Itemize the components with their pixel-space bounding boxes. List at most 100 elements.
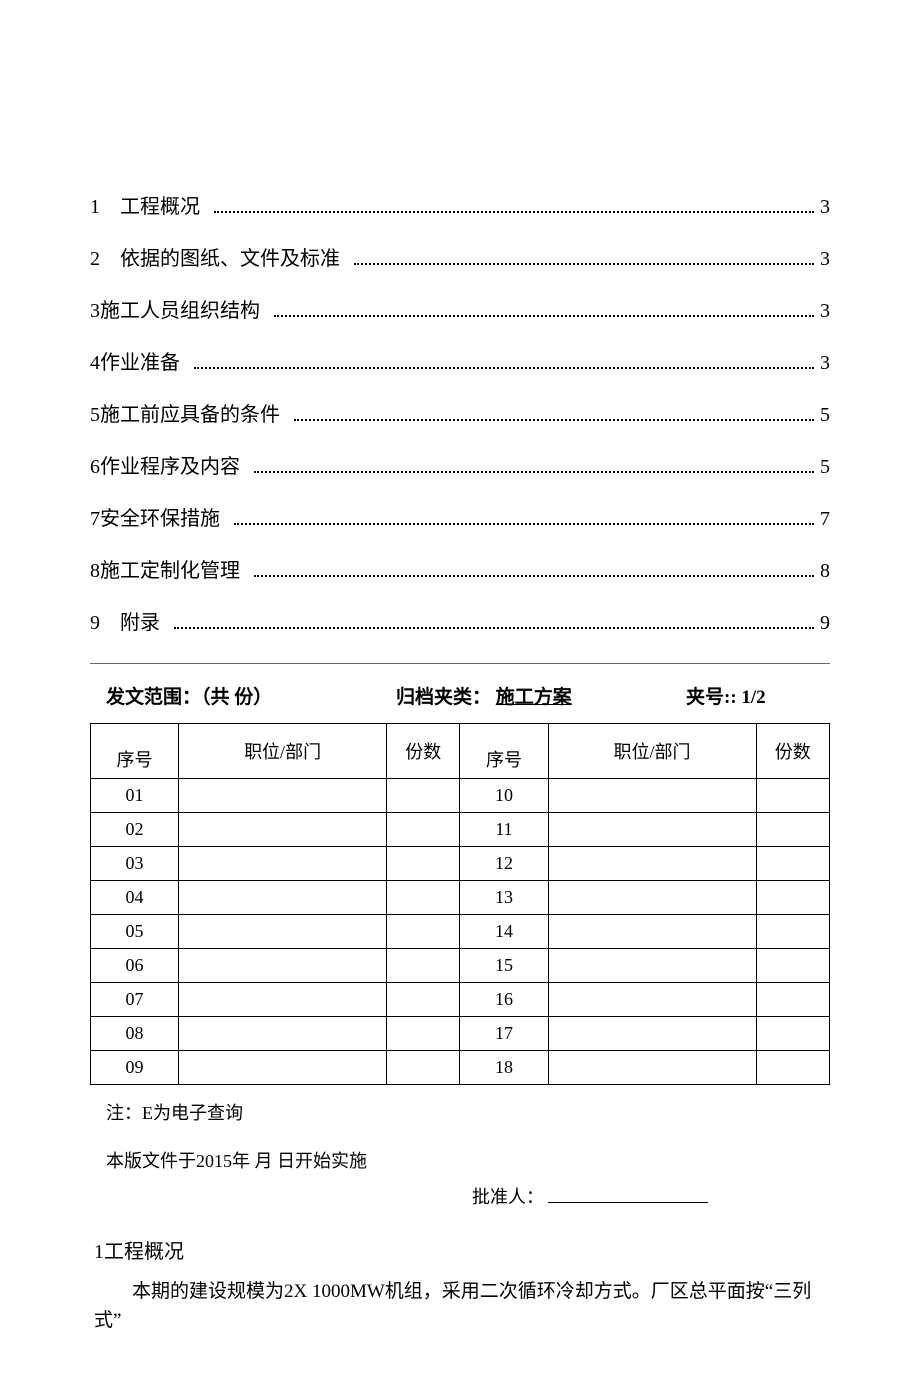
- toc-page-number: 5: [820, 455, 830, 479]
- cell-copies: [756, 881, 829, 915]
- scope-label: 发文范围：（共 份）: [106, 682, 396, 709]
- cell-dept: [548, 949, 756, 983]
- cell-dept: [179, 949, 387, 983]
- toc-entry: 4作业准备 3: [90, 351, 830, 375]
- toc-page-number: 3: [820, 195, 830, 219]
- cell-dept: [548, 881, 756, 915]
- cell-dept: [548, 813, 756, 847]
- cell-seq: 16: [460, 983, 548, 1017]
- divider: [90, 663, 830, 664]
- toc-entry: 5施工前应具备的条件 5: [90, 403, 830, 427]
- cell-copies: [756, 915, 829, 949]
- toc-leader-dots: [194, 367, 814, 369]
- table-row: 04 13: [91, 881, 830, 915]
- toc-label: 5施工前应具备的条件: [90, 403, 280, 427]
- toc-page-number: 3: [820, 299, 830, 323]
- cell-seq: 11: [460, 813, 548, 847]
- toc-entry: 8施工定制化管理 8: [90, 559, 830, 583]
- document-page: 1 工程概况32 依据的图纸、文件及标准33施工人员组织结构34作业准备35施工…: [0, 0, 920, 1375]
- toc-leader-dots: [234, 523, 814, 525]
- toc-leader-dots: [294, 419, 814, 421]
- toc-label: 2 依据的图纸、文件及标准: [90, 247, 340, 271]
- cell-dept: [179, 983, 387, 1017]
- toc-leader-dots: [254, 575, 814, 577]
- cell-seq: 04: [91, 881, 179, 915]
- col-dept-left: 职位/部门: [179, 724, 387, 779]
- table-row: 06 15: [91, 949, 830, 983]
- col-seq-left: 序号: [91, 724, 179, 779]
- cell-dept: [548, 779, 756, 813]
- toc-leader-dots: [354, 263, 814, 265]
- toc-page-number: 5: [820, 403, 830, 427]
- cell-seq: 06: [91, 949, 179, 983]
- cell-copies: [387, 915, 460, 949]
- cell-copies: [387, 1017, 460, 1051]
- toc-leader-dots: [274, 315, 814, 317]
- distribution-meta: 发文范围：（共 份） 归档夹类： 施工方案 夹号:: 1/2: [90, 682, 830, 723]
- cell-dept: [548, 1051, 756, 1085]
- cell-seq: 03: [91, 847, 179, 881]
- cell-copies: [387, 949, 460, 983]
- cell-copies: [387, 779, 460, 813]
- toc-label: 9 附录: [90, 611, 160, 635]
- toc-page-number: 8: [820, 559, 830, 583]
- cell-dept: [179, 915, 387, 949]
- implementation-date: 本版文件于2015年 月 日开始实施: [90, 1125, 830, 1173]
- table-row: 09 18: [91, 1051, 830, 1085]
- cell-seq: 08: [91, 1017, 179, 1051]
- cell-dept: [548, 847, 756, 881]
- cell-copies: [756, 847, 829, 881]
- cell-dept: [179, 813, 387, 847]
- col-dept-right: 职位/部门: [548, 724, 756, 779]
- cell-copies: [756, 949, 829, 983]
- toc-label: 4作业准备: [90, 351, 180, 375]
- cell-seq: 05: [91, 915, 179, 949]
- distribution-table: 序号 职位/部门 份数 序号 职位/部门 份数 0110021103120413…: [90, 723, 830, 1085]
- table-row: 0716: [91, 983, 830, 1017]
- toc-entry: 9 附录9: [90, 611, 830, 635]
- toc-entry: 7安全环保措施7: [90, 507, 830, 531]
- cell-seq: 13: [460, 881, 548, 915]
- col-copies-right: 份数: [756, 724, 829, 779]
- archive-value: 施工方案: [496, 687, 572, 708]
- col-seq-right: 序号: [460, 724, 548, 779]
- cell-dept: [179, 847, 387, 881]
- toc-page-number: 7: [820, 507, 830, 531]
- toc-label: 8施工定制化管理: [90, 559, 240, 583]
- toc-label: 1 工程概况: [90, 195, 200, 219]
- cell-dept: [179, 1017, 387, 1051]
- cell-copies: [756, 779, 829, 813]
- toc-entry: 1 工程概况 3: [90, 195, 830, 219]
- cell-dept: [179, 1051, 387, 1085]
- table-row: 08 17: [91, 1017, 830, 1051]
- toc-page-number: 3: [820, 351, 830, 375]
- cell-seq: 14: [460, 915, 548, 949]
- table-note: 注：E为电子查询: [90, 1093, 830, 1125]
- toc-leader-dots: [214, 211, 814, 213]
- cell-dept: [179, 881, 387, 915]
- cell-seq: 09: [91, 1051, 179, 1085]
- table-header-row: 序号 职位/部门 份数 序号 职位/部门 份数: [91, 724, 830, 779]
- toc-entry: 3施工人员组织结构3: [90, 299, 830, 323]
- cell-dept: [548, 1017, 756, 1051]
- cell-seq: 10: [460, 779, 548, 813]
- cell-copies: [756, 813, 829, 847]
- table-row: 0312: [91, 847, 830, 881]
- section-1-body: 本期的建设规模为2X 1000MW机组，采用二次循环冷却方式。厂区总平面按“三列…: [94, 1264, 830, 1335]
- cell-seq: 01: [91, 779, 179, 813]
- table-of-contents: 1 工程概况32 依据的图纸、文件及标准33施工人员组织结构34作业准备35施工…: [90, 85, 830, 635]
- cell-copies: [387, 847, 460, 881]
- cell-copies: [387, 1051, 460, 1085]
- cell-copies: [756, 983, 829, 1017]
- cell-copies: [387, 881, 460, 915]
- toc-entry: 2 依据的图纸、文件及标准3: [90, 247, 830, 271]
- approver-line: 批准人：: [350, 1173, 830, 1209]
- cell-seq: 17: [460, 1017, 548, 1051]
- archive-label-group: 归档夹类： 施工方案: [396, 682, 646, 709]
- cell-seq: 18: [460, 1051, 548, 1085]
- cell-dept: [548, 915, 756, 949]
- approver-label: 批准人：: [472, 1187, 544, 1207]
- cell-copies: [387, 983, 460, 1017]
- section-1-heading: 1工程概况: [90, 1209, 830, 1264]
- cell-seq: 15: [460, 949, 548, 983]
